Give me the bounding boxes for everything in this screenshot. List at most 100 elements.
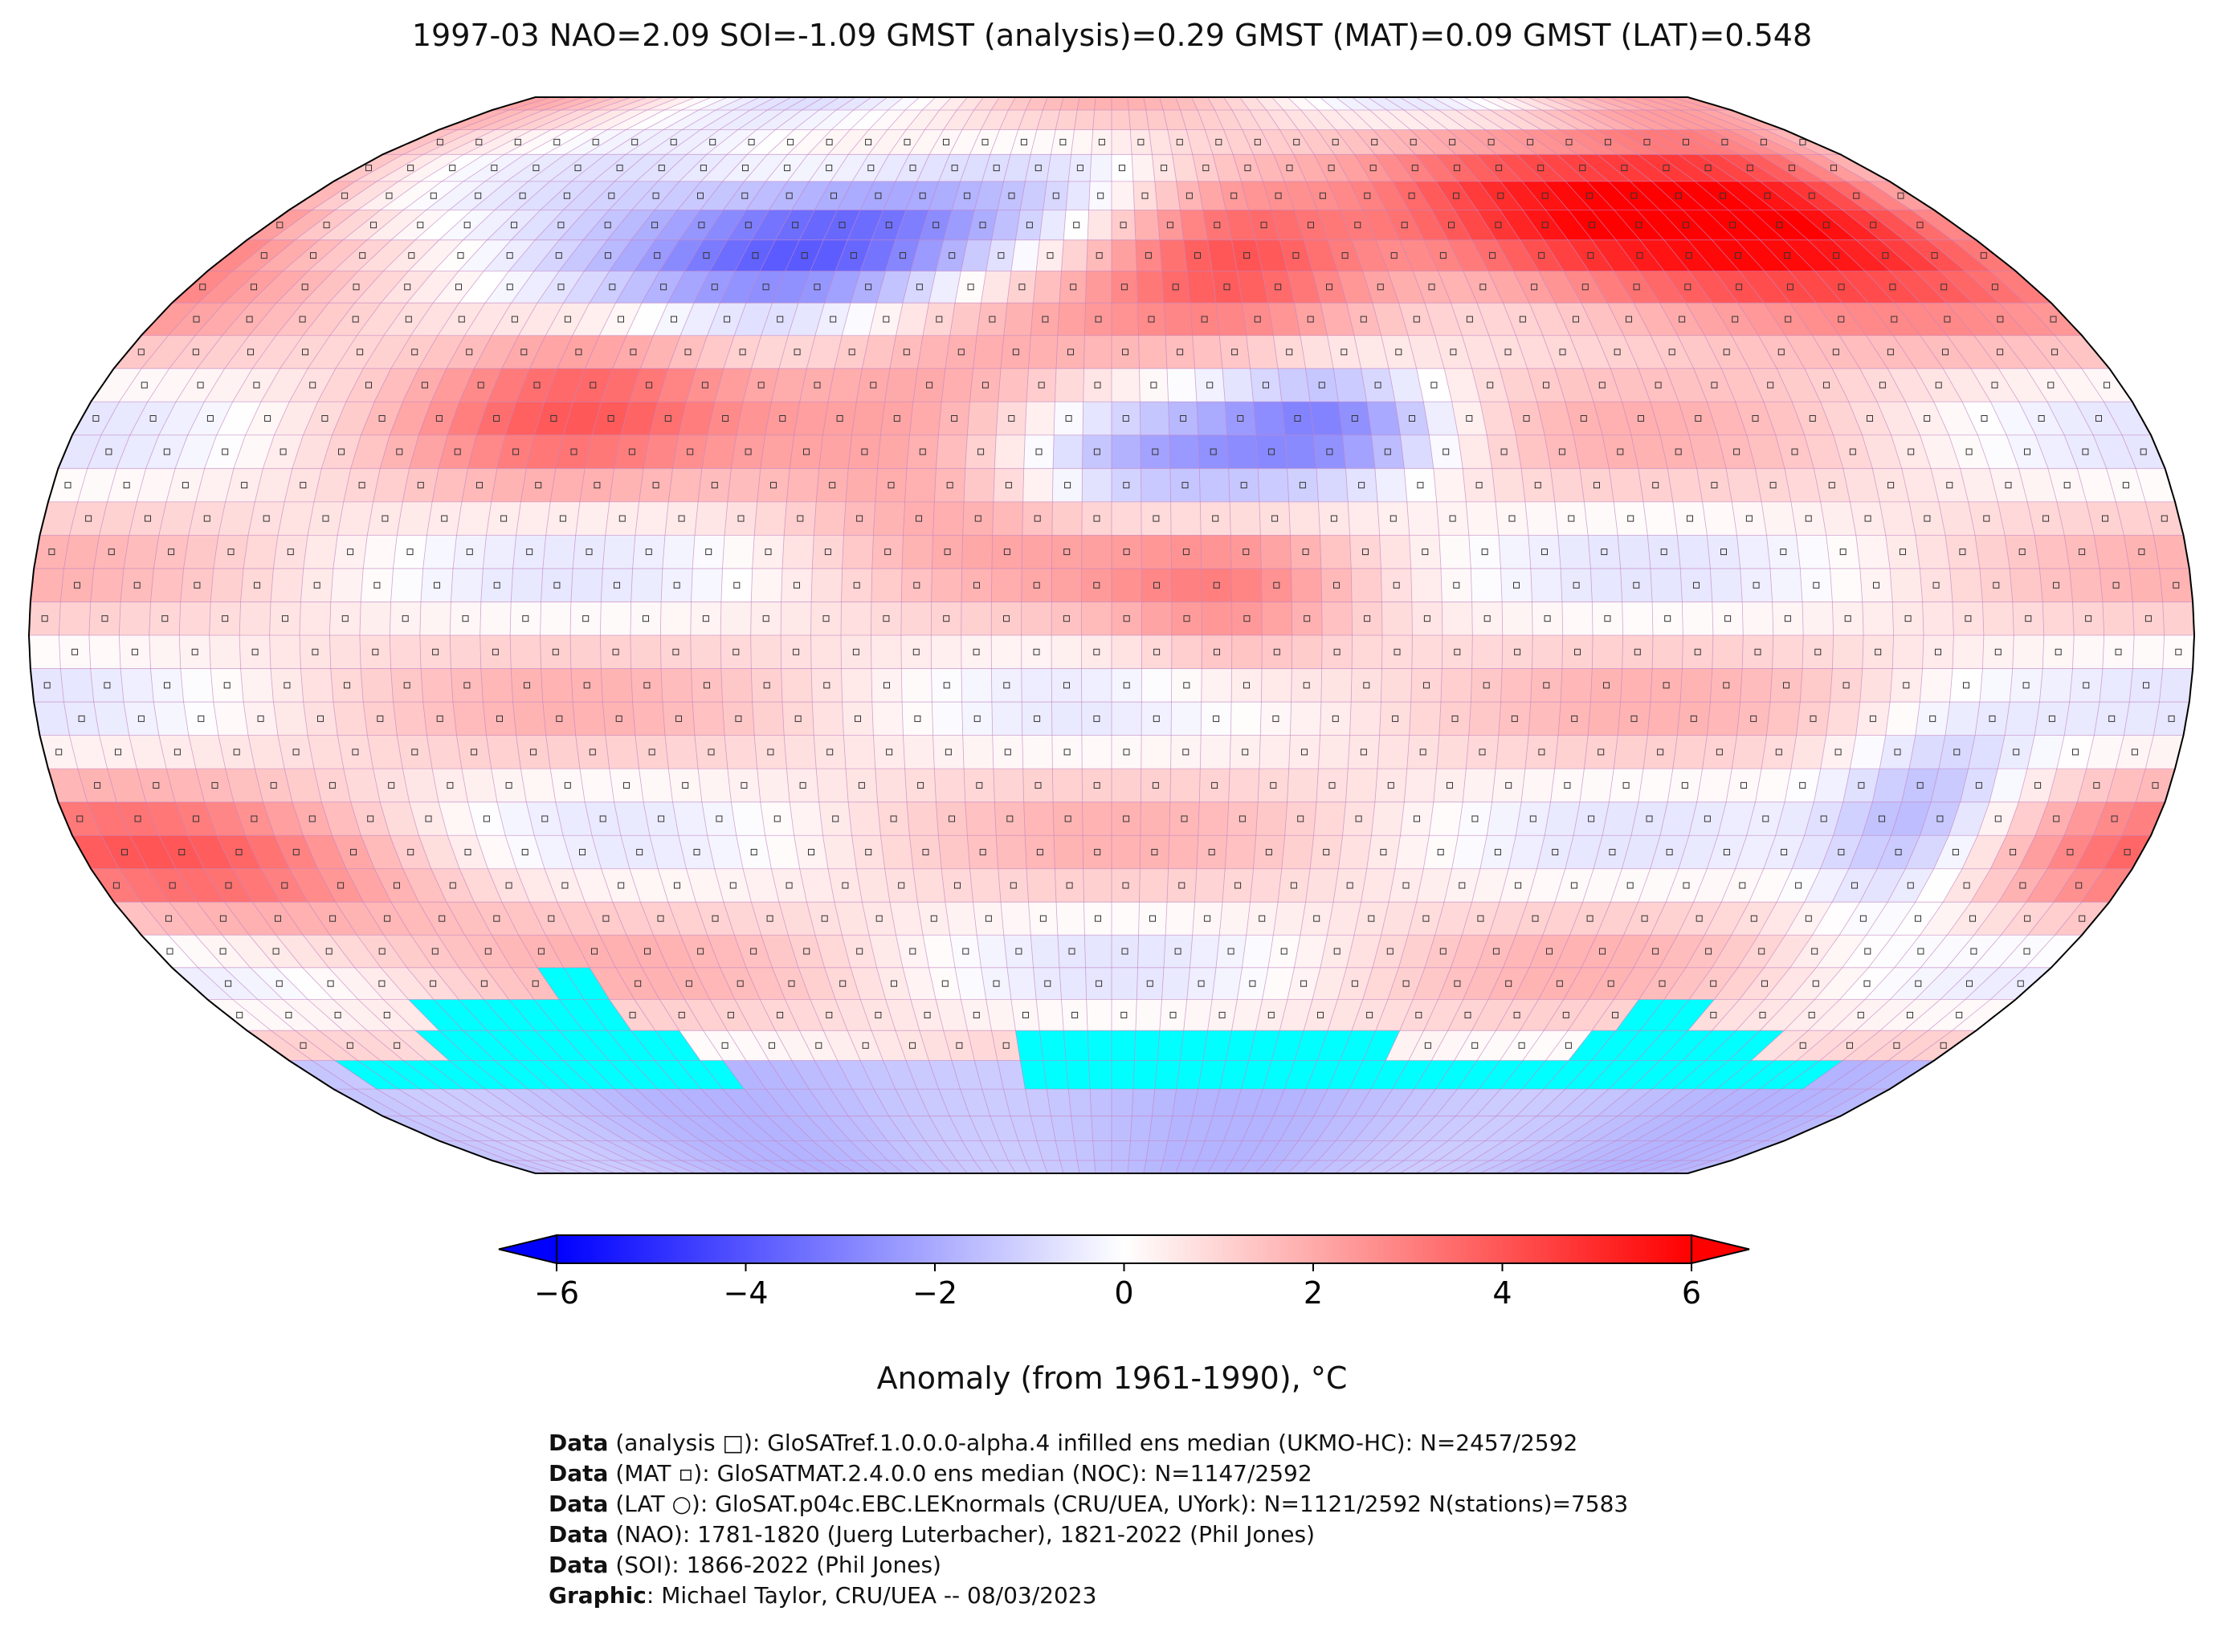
grid-cell	[1333, 868, 1367, 903]
grid-cell	[1887, 868, 1934, 903]
grid-cell	[677, 1060, 723, 1090]
grid-cell	[860, 239, 896, 271]
grid-cell	[1555, 935, 1597, 968]
grid-cell	[1338, 835, 1372, 869]
grid-cell	[941, 368, 973, 402]
grid-cell	[1761, 735, 1797, 769]
grid-cell	[330, 568, 364, 602]
grid-cell	[1192, 154, 1220, 182]
grid-cell	[476, 835, 516, 869]
grid-cell	[1842, 935, 1894, 968]
grid-cell	[1749, 868, 1793, 903]
grid-cell	[1609, 769, 1643, 802]
grid-cell	[2159, 668, 2193, 703]
grid-cell	[1550, 769, 1585, 802]
grid-cell	[1279, 239, 1313, 271]
grid-cell	[1137, 935, 1166, 968]
grid-cell	[487, 1030, 541, 1061]
grid-cell	[2153, 535, 2189, 569]
grid-cell	[363, 535, 398, 569]
grid-cell	[510, 635, 541, 669]
grid-cell	[724, 735, 757, 769]
grid-cell	[505, 835, 545, 869]
grid-cell	[1447, 1116, 1496, 1141]
grid-cell	[1530, 668, 1562, 703]
grid-cell	[1259, 501, 1291, 536]
grid-cell	[1804, 434, 1843, 469]
grid-cell	[1949, 668, 1983, 703]
map-title: 1997-03 NAO=2.09 SOI=-1.09 GMST (analysi…	[411, 18, 1813, 53]
grid-cell	[1392, 181, 1432, 210]
grid-cell	[1143, 1160, 1164, 1173]
grid-cell	[1660, 434, 1697, 469]
grid-cell	[1112, 303, 1139, 336]
grid-cell	[1141, 735, 1172, 769]
grid-cell	[1879, 239, 1940, 271]
grid-cell	[964, 769, 995, 802]
grid-cell	[1602, 802, 1638, 836]
grid-cell	[1059, 967, 1087, 1000]
grid-cell	[2094, 702, 2130, 736]
grid-cell	[39, 735, 78, 769]
grid-cell	[1677, 702, 1711, 736]
grid-cell	[1451, 835, 1487, 869]
grid-cell	[486, 735, 521, 769]
grid-cell	[1082, 802, 1112, 836]
grid-cell	[1614, 210, 1664, 240]
grid-cell	[923, 935, 955, 968]
grid-cell	[2010, 668, 2043, 703]
grid-cell	[1623, 902, 1667, 936]
grid-cell	[1152, 1089, 1177, 1116]
grid-cell	[722, 535, 755, 569]
grid-cell	[1263, 1060, 1295, 1090]
grid-cell	[681, 1140, 733, 1160]
grid-cell	[1313, 802, 1346, 836]
grid-cell	[771, 368, 807, 402]
grid-cell	[1154, 181, 1181, 210]
grid-cell	[752, 535, 785, 569]
grid-cell	[765, 402, 800, 435]
grid-cell	[438, 935, 485, 968]
grid-cell	[1892, 635, 1924, 669]
grid-cell	[630, 602, 662, 635]
grid-cell	[919, 1030, 952, 1061]
grid-cell	[577, 1160, 632, 1173]
grid-cell	[1015, 1030, 1043, 1061]
grid-cell	[1931, 769, 1969, 802]
grid-cell	[1508, 402, 1545, 435]
grid-cell	[1496, 1089, 1545, 1116]
grid-cell	[1528, 1160, 1577, 1173]
grid-cell	[380, 181, 442, 210]
grid-cell	[1832, 239, 1891, 271]
grid-cell	[1892, 602, 1924, 635]
grid-cell	[583, 1030, 632, 1061]
grid-cell	[570, 635, 602, 669]
grid-cell	[941, 868, 973, 903]
grid-cell	[1953, 635, 1984, 669]
grid-cell	[1083, 402, 1112, 435]
grid-cell	[166, 769, 205, 802]
grid-cell	[1400, 434, 1434, 469]
grid-cell	[545, 368, 586, 402]
grid-cell	[496, 802, 535, 836]
grid-cell	[1920, 935, 1974, 968]
grid-cell	[518, 935, 564, 968]
grid-cell	[1479, 1060, 1523, 1090]
grid-cell	[1487, 802, 1522, 836]
grid-cell	[419, 635, 451, 669]
grid-cell	[696, 902, 735, 936]
grid-cell	[1435, 1089, 1479, 1116]
grid-cell	[520, 769, 556, 802]
grid-cell	[1112, 402, 1141, 435]
grid-cell	[486, 501, 521, 536]
grid-cell	[1161, 271, 1190, 304]
grid-cell	[119, 368, 169, 402]
grid-cell	[1732, 501, 1767, 536]
grid-cell	[308, 999, 367, 1031]
grid-cell	[781, 635, 812, 669]
grid-cell	[630, 635, 662, 669]
grid-cell	[390, 902, 439, 936]
grid-cell	[1362, 210, 1400, 240]
grid-cell	[243, 535, 278, 569]
grid-cell	[1219, 335, 1251, 369]
